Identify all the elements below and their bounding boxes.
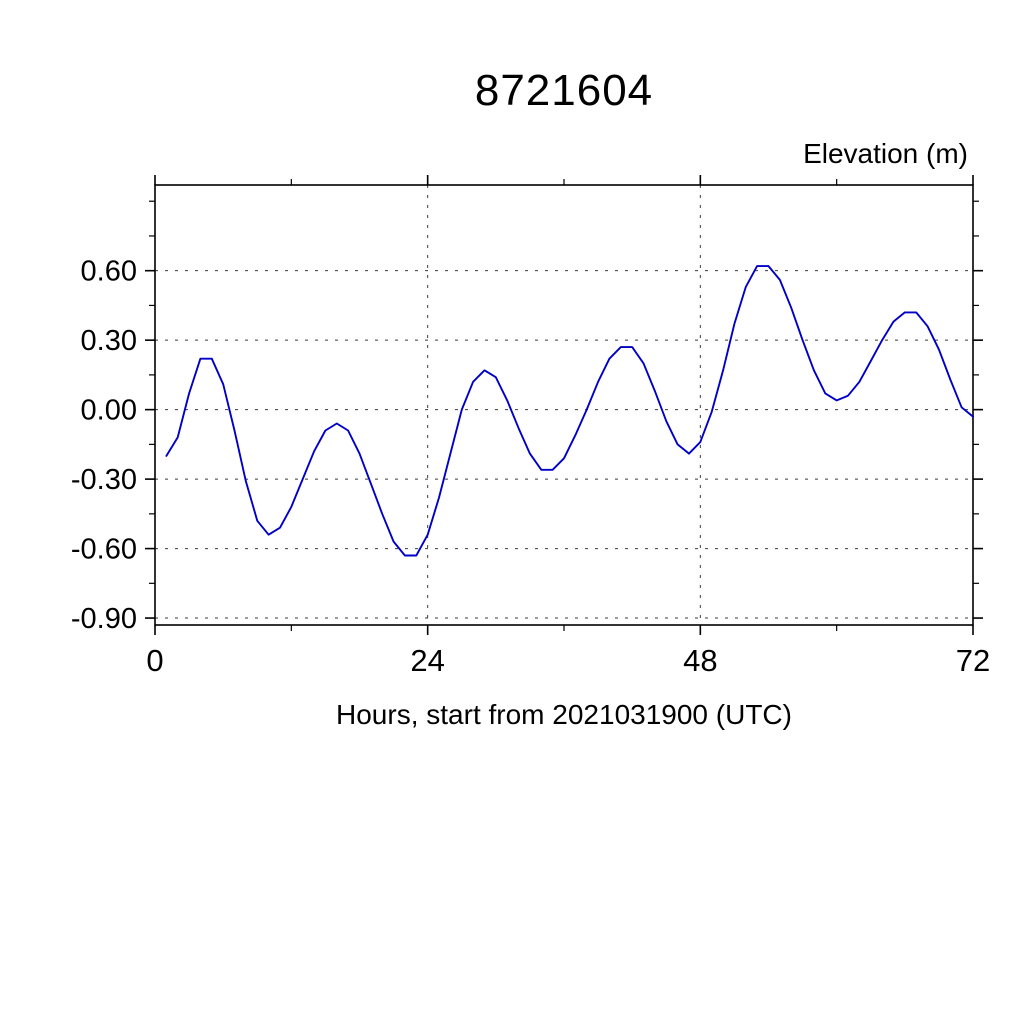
- plot-area: 0 24 48 72 -0.90 -0.60 -0.30 0.00 0.30 0.60: [71, 175, 990, 678]
- y-tick-label: 0.30: [81, 325, 137, 357]
- x-tick-label: 48: [683, 643, 717, 678]
- y-tick-label: -0.30: [71, 464, 137, 496]
- y-tick-label: 0.00: [81, 395, 137, 427]
- x-tick-label: 0: [146, 643, 163, 678]
- chart-title: 8721604: [475, 66, 653, 115]
- y-tick-label: -0.90: [71, 603, 137, 635]
- x-axis-label: Hours, start from 2021031900 (UTC): [336, 699, 792, 730]
- x-tick-label: 72: [956, 643, 990, 678]
- y-tick-label: -0.60: [71, 534, 137, 566]
- y-axis-title: Elevation (m): [803, 138, 968, 169]
- elevation-series-line: [165, 265, 974, 557]
- axis-box: [154, 184, 974, 626]
- y-tick-label: 0.60: [81, 256, 137, 288]
- x-tick-label: 24: [410, 643, 444, 678]
